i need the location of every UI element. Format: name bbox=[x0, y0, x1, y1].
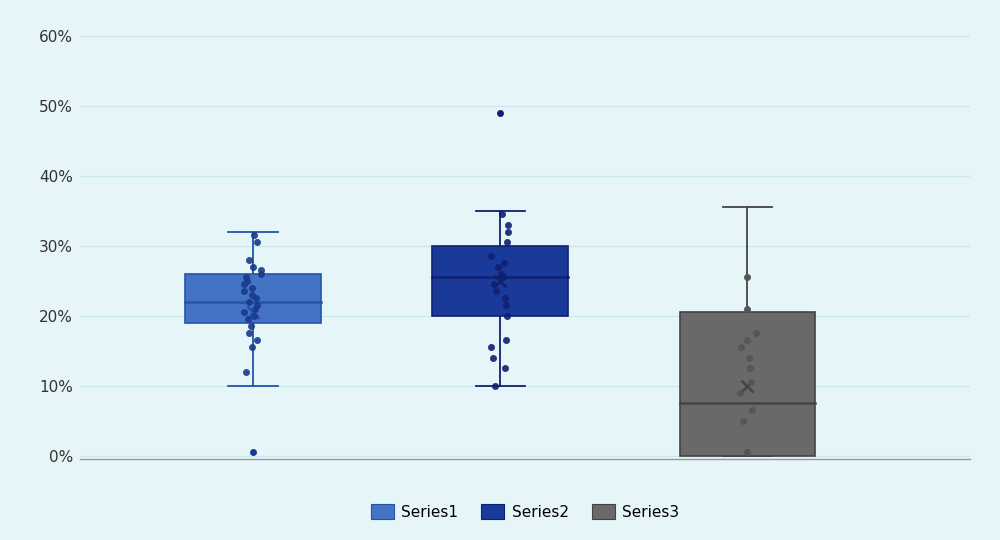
Point bbox=[249, 336, 265, 345]
Point bbox=[733, 343, 749, 352]
Point bbox=[483, 343, 499, 352]
Point bbox=[500, 220, 516, 229]
Point bbox=[742, 364, 758, 373]
Point bbox=[243, 322, 259, 330]
Bar bbox=[432, 246, 568, 315]
Point bbox=[241, 297, 257, 306]
Point bbox=[249, 238, 265, 246]
Point bbox=[244, 343, 260, 352]
Point bbox=[499, 311, 515, 320]
Point bbox=[244, 283, 260, 292]
Point bbox=[498, 301, 514, 309]
Point bbox=[241, 329, 257, 338]
Point bbox=[239, 276, 255, 285]
Point bbox=[487, 381, 503, 390]
Point bbox=[498, 336, 514, 345]
Point bbox=[246, 311, 262, 320]
Point bbox=[246, 231, 262, 239]
Point bbox=[739, 336, 755, 345]
Point bbox=[247, 304, 263, 313]
Point bbox=[741, 353, 757, 362]
Point bbox=[495, 273, 511, 281]
Point bbox=[486, 280, 502, 288]
Point bbox=[238, 273, 254, 281]
Point bbox=[490, 262, 506, 271]
Point bbox=[500, 227, 516, 236]
Point bbox=[245, 262, 261, 271]
Point bbox=[485, 353, 501, 362]
Point bbox=[748, 329, 764, 338]
Point bbox=[236, 287, 252, 295]
Point bbox=[494, 210, 510, 218]
Point bbox=[492, 108, 508, 117]
Point bbox=[735, 416, 751, 425]
Point bbox=[744, 406, 760, 414]
Point bbox=[253, 269, 269, 278]
Point bbox=[236, 280, 252, 288]
Point bbox=[236, 308, 252, 316]
Point bbox=[497, 364, 513, 373]
Point bbox=[244, 290, 260, 299]
Point bbox=[739, 448, 755, 456]
Point bbox=[739, 304, 755, 313]
Point bbox=[739, 273, 755, 281]
Point bbox=[249, 301, 265, 309]
Point bbox=[248, 294, 264, 302]
Point bbox=[238, 367, 254, 376]
Point bbox=[245, 448, 261, 456]
Point bbox=[253, 266, 269, 274]
Point bbox=[499, 238, 515, 246]
Point bbox=[732, 388, 748, 397]
Bar bbox=[185, 274, 321, 322]
Legend: Series1, Series2, Series3: Series1, Series2, Series3 bbox=[365, 497, 685, 526]
Point bbox=[240, 315, 256, 323]
Point bbox=[497, 294, 513, 302]
Point bbox=[488, 287, 504, 295]
Point bbox=[493, 269, 509, 278]
Point bbox=[483, 252, 499, 260]
Point bbox=[743, 377, 759, 386]
Point bbox=[241, 255, 257, 264]
Point bbox=[496, 259, 512, 267]
Bar bbox=[680, 312, 815, 456]
